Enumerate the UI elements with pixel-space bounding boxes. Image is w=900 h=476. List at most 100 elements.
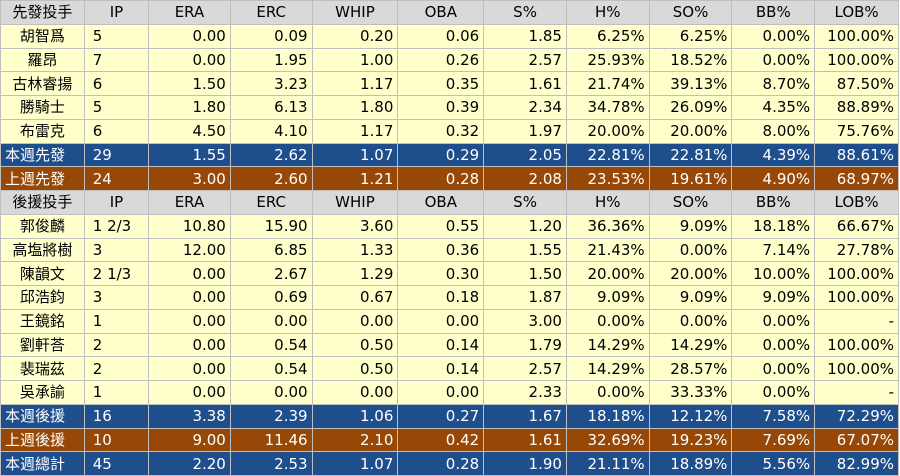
ip-cell: 45 — [83, 451, 150, 476]
stat-cell: 4.90% — [731, 166, 816, 191]
stat-cell: 100.00% — [814, 47, 899, 73]
column-header: LOB% — [814, 0, 899, 25]
stat-cell: 100.00% — [814, 332, 899, 358]
table-row: 劉軒荅 2 0.00 0.54 0.50 0.14 1.79 14.29% 14.29% 0.00… — [0, 332, 899, 358]
stat-cell: 0.54 — [229, 332, 313, 358]
stat-cell: 2.08 — [483, 166, 567, 191]
stat-cell: 27.78% — [814, 237, 899, 263]
stat-cell: 9.09% — [648, 285, 733, 310]
stat-cell: 3.60 — [311, 213, 399, 239]
stat-cell: 1.17 — [311, 118, 399, 144]
column-header: LOB% — [814, 190, 899, 215]
column-header: S% — [483, 0, 567, 25]
table-row: 裴瑞茲 2 0.00 0.54 0.50 0.14 2.57 14.29% 28.57% 0.00… — [0, 356, 899, 381]
weekly-total-row: 本週總計 45 2.20 2.53 1.07 0.28 1.90 21.11% 18.89% 5.… — [0, 451, 899, 476]
stat-cell: 1.79 — [483, 332, 567, 358]
column-header: BB% — [731, 190, 816, 215]
stat-cell: 88.61% — [814, 142, 899, 168]
stat-cell: 3.23 — [229, 71, 313, 96]
table-row: 勝騎士 5 1.80 6.13 1.80 0.39 2.34 34.78% 26.09% 4.35… — [0, 95, 899, 120]
stat-cell: 0.00 — [148, 308, 231, 334]
ip-cell: 3 — [83, 237, 150, 263]
stat-cell: 1.55 — [483, 237, 567, 263]
column-header: IP — [83, 0, 150, 25]
stat-cell: 2.62 — [229, 142, 313, 168]
stat-cell: 15.90 — [229, 213, 313, 239]
stat-cell: 0.00 — [229, 308, 313, 334]
table-row: 王鏡銘 1 0.00 0.00 0.00 0.00 3.00 0.00% 0.00% 0.00% - — [0, 308, 899, 334]
stat-cell: 7.69% — [731, 427, 816, 453]
stat-cell: 12.00 — [148, 237, 231, 263]
stat-cell: 0.20 — [311, 23, 399, 49]
stat-cell: 0.27 — [397, 403, 485, 429]
table-row: 胡智爲 5 0.00 0.09 0.20 0.06 1.85 6.25% 6.25% 0.00% 1… — [0, 23, 899, 49]
column-header: ERC — [229, 190, 313, 215]
stat-cell: 32.69% — [565, 427, 650, 453]
table-row: 陳韻文 2 1/3 0.00 2.67 1.29 0.30 1.50 20.00% 20.00%… — [0, 261, 899, 286]
pitcher-name: 本週後援 — [0, 403, 85, 429]
stat-cell: 7.14% — [731, 237, 816, 263]
stat-cell: 100.00% — [814, 285, 899, 310]
stat-cell: 0.29 — [397, 142, 485, 168]
stat-cell: 21.43% — [565, 237, 650, 263]
stat-cell: 0.26 — [397, 47, 485, 73]
stat-cell: 4.50 — [148, 118, 231, 144]
stat-cell: 1.55 — [148, 142, 231, 168]
ip-cell: 29 — [83, 142, 150, 168]
stat-cell: 20.00% — [565, 118, 650, 144]
stat-cell: 1.90 — [483, 451, 567, 476]
section-header-row: 後援投手 IP ERA ERC WHIP OBA S% H% SO% BB% LOB% — [0, 190, 899, 215]
column-header: H% — [565, 0, 650, 25]
stat-cell: 1.80 — [311, 95, 399, 120]
stat-cell: 33.33% — [648, 380, 733, 405]
pitcher-name: 本週總計 — [0, 451, 85, 476]
stat-cell: 26.09% — [648, 95, 733, 120]
stat-cell: 0.00 — [397, 380, 485, 405]
stat-cell: 39.13% — [648, 71, 733, 96]
stat-cell: 8.70% — [731, 71, 816, 96]
stat-cell: 0.50 — [311, 356, 399, 381]
stat-cell: 75.76% — [814, 118, 899, 144]
pitcher-name: 勝騎士 — [0, 95, 85, 120]
stat-cell: 9.09% — [565, 285, 650, 310]
stat-cell: 0.00 — [148, 47, 231, 73]
stat-cell: 14.29% — [565, 356, 650, 381]
pitcher-name: 陳韻文 — [0, 261, 85, 286]
stat-cell: 0.55 — [397, 213, 485, 239]
section-title: 後援投手 — [0, 190, 85, 215]
stat-cell: 22.81% — [565, 142, 650, 168]
column-header: WHIP — [311, 0, 399, 25]
stat-cell: 0.28 — [397, 166, 485, 191]
table-row: 邱浩鈞 3 0.00 0.69 0.67 0.18 1.87 9.09% 9.09% 9.09% 1… — [0, 285, 899, 310]
section-header-row: 先發投手 IP ERA ERC WHIP OBA S% H% SO% BB% LOB% — [0, 0, 899, 25]
ip-cell: 5 — [83, 23, 150, 49]
stat-cell: 2.57 — [483, 47, 567, 73]
stat-cell: 1.17 — [311, 71, 399, 96]
pitcher-name: 布雷克 — [0, 118, 85, 144]
table-row: 古林睿揚 6 1.50 3.23 1.17 0.35 1.61 21.74% 39.13% 8.7… — [0, 71, 899, 96]
stat-cell: 0.00% — [731, 332, 816, 358]
stat-cell: 14.29% — [648, 332, 733, 358]
stat-cell: 1.67 — [483, 403, 567, 429]
column-header: IP — [83, 190, 150, 215]
column-header: SO% — [648, 190, 733, 215]
stat-cell: 2.39 — [229, 403, 313, 429]
column-header: ERA — [148, 190, 231, 215]
stat-cell: 14.29% — [565, 332, 650, 358]
stat-cell: 0.09 — [229, 23, 313, 49]
stat-cell: 100.00% — [814, 261, 899, 286]
stat-cell: 0.00% — [731, 380, 816, 405]
column-header: H% — [565, 190, 650, 215]
stat-cell: 4.10 — [229, 118, 313, 144]
ip-cell: 2 1/3 — [83, 261, 150, 286]
stat-cell: 18.18% — [731, 213, 816, 239]
column-header: S% — [483, 190, 567, 215]
stat-cell: 6.13 — [229, 95, 313, 120]
stat-cell: 0.42 — [397, 427, 485, 453]
stat-cell: 87.50% — [814, 71, 899, 96]
stat-cell: 0.00% — [648, 308, 733, 334]
stat-cell: 82.99% — [814, 451, 899, 476]
stat-cell: 0.54 — [229, 356, 313, 381]
